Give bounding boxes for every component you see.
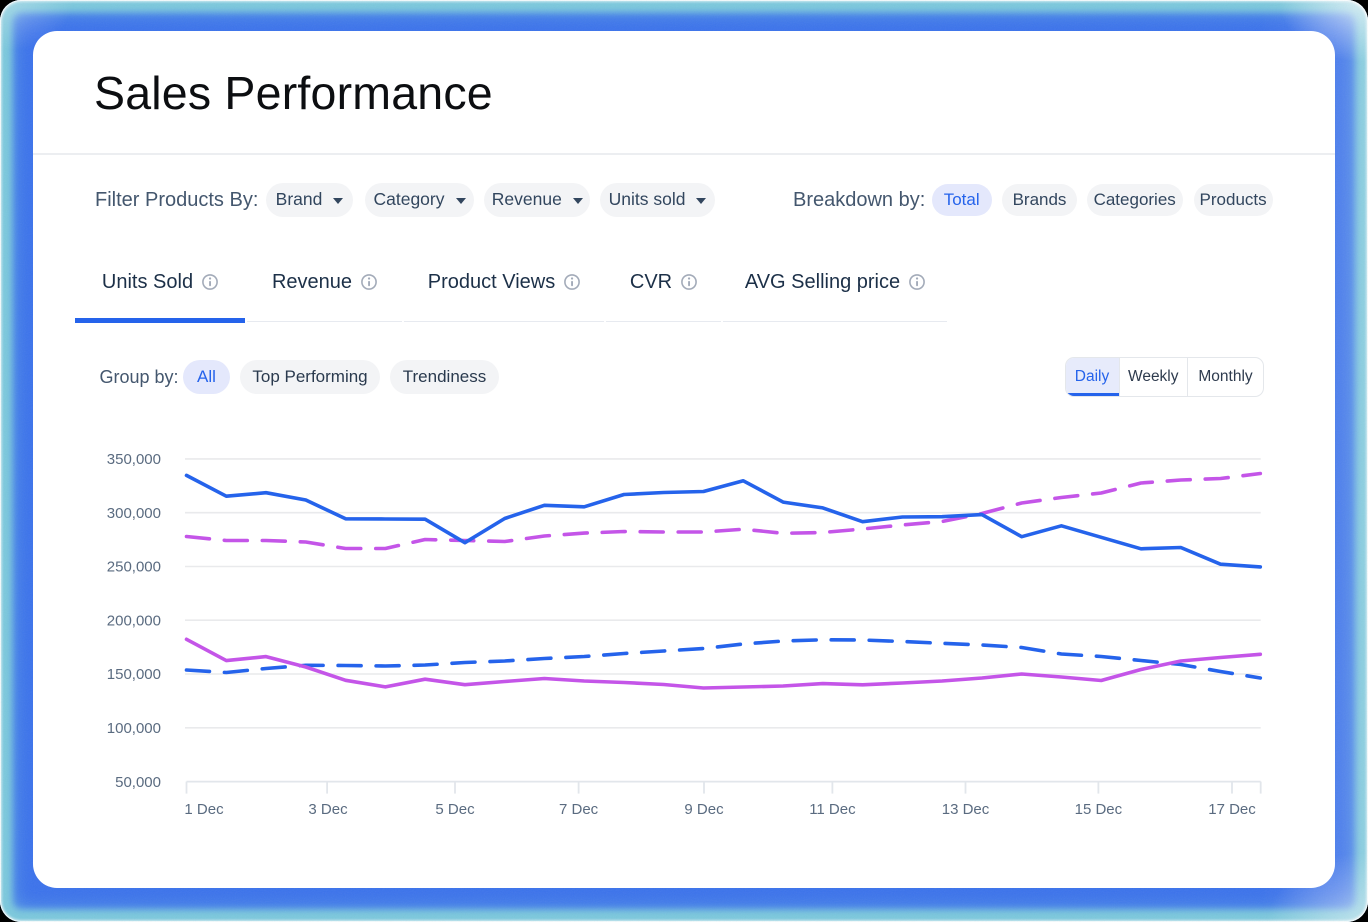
svg-text:5 Dec: 5 Dec — [435, 801, 475, 818]
svg-text:50,000: 50,000 — [115, 774, 161, 791]
svg-text:9 Dec: 9 Dec — [684, 801, 724, 818]
svg-text:15 Dec: 15 Dec — [1075, 801, 1123, 818]
svg-text:300,000: 300,000 — [107, 505, 161, 522]
svg-text:13 Dec: 13 Dec — [942, 801, 990, 818]
svg-text:1 Dec: 1 Dec — [184, 801, 224, 818]
svg-text:11 Dec: 11 Dec — [809, 801, 856, 818]
svg-text:7 Dec: 7 Dec — [559, 801, 599, 818]
svg-text:150,000: 150,000 — [107, 666, 161, 683]
svg-text:250,000: 250,000 — [107, 559, 161, 576]
svg-text:100,000: 100,000 — [107, 720, 161, 737]
svg-text:3 Dec: 3 Dec — [308, 801, 348, 818]
svg-text:200,000: 200,000 — [107, 612, 161, 629]
svg-text:17 Dec: 17 Dec — [1208, 801, 1256, 818]
svg-text:350,000: 350,000 — [107, 451, 161, 468]
